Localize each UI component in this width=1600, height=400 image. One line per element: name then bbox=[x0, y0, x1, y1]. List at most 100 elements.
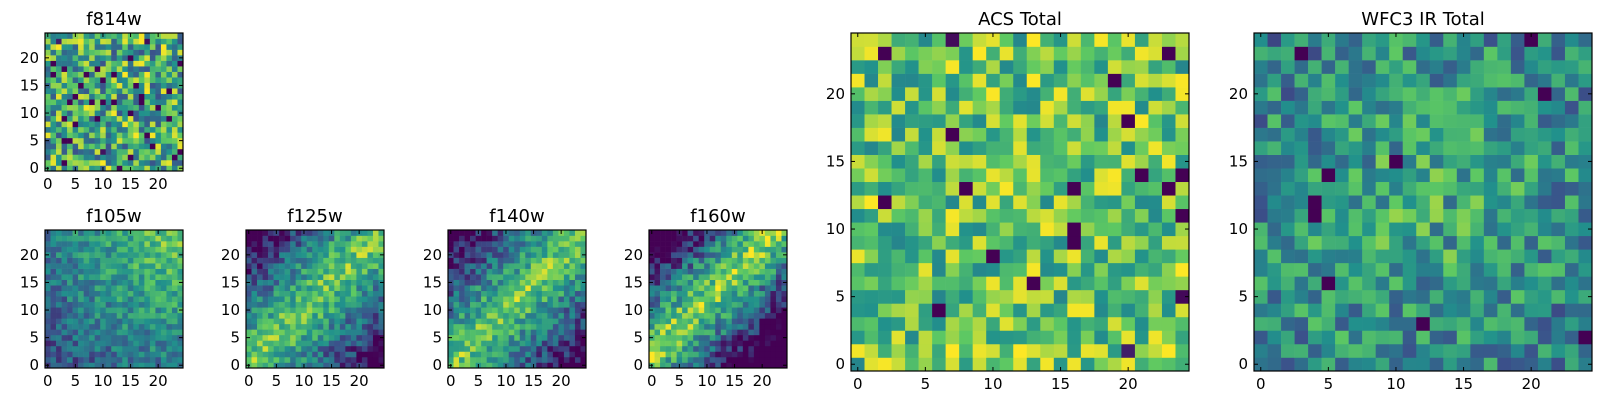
heatmap-cell bbox=[704, 268, 711, 275]
heatmap-cell bbox=[350, 362, 357, 369]
heatmap-cell bbox=[56, 340, 62, 347]
heatmap-cell bbox=[1013, 276, 1028, 291]
heatmap-cell bbox=[1348, 73, 1363, 88]
heatmap-cell bbox=[1175, 33, 1190, 47]
heatmap-cell bbox=[155, 274, 162, 280]
heatmap-cell bbox=[323, 257, 330, 264]
heatmap-cell bbox=[770, 246, 777, 253]
heatmap-cell bbox=[83, 93, 90, 100]
heatmap-cell bbox=[497, 279, 504, 286]
heatmap-cell bbox=[78, 88, 84, 95]
heatmap-cell bbox=[100, 126, 107, 133]
heatmap-cell bbox=[1578, 289, 1593, 304]
heatmap-cell bbox=[530, 345, 537, 352]
heatmap-cell bbox=[945, 127, 960, 142]
heatmap-cell bbox=[1578, 114, 1593, 128]
heatmap-cell bbox=[56, 362, 62, 369]
heatmap-cell bbox=[693, 246, 699, 253]
heatmap-cell bbox=[1321, 357, 1336, 372]
heatmap-cell bbox=[116, 99, 123, 106]
heatmap-cell bbox=[918, 262, 933, 277]
heatmap-cell bbox=[246, 235, 252, 242]
heatmap-cell bbox=[1524, 114, 1539, 128]
heatmap-cell bbox=[262, 345, 269, 352]
heatmap-cell bbox=[753, 279, 760, 286]
heatmap-cell bbox=[781, 318, 788, 325]
heatmap-cell bbox=[138, 307, 145, 314]
heatmap-cell bbox=[720, 230, 727, 236]
heatmap-cell bbox=[1321, 168, 1336, 183]
heatmap-cell bbox=[1578, 127, 1593, 142]
heatmap-cell bbox=[1281, 73, 1295, 88]
heatmap-cell bbox=[67, 49, 73, 56]
heatmap-cell bbox=[328, 285, 335, 292]
heatmap-cell bbox=[704, 263, 711, 269]
heatmap-cell bbox=[1375, 168, 1390, 183]
heatmap-cell bbox=[775, 301, 782, 308]
heatmap-cell bbox=[1040, 249, 1055, 264]
heatmap-cell bbox=[155, 104, 162, 111]
heatmap-cell bbox=[552, 351, 559, 358]
heatmap-cell bbox=[284, 263, 291, 269]
heatmap-cell bbox=[246, 285, 252, 292]
heatmap-cell bbox=[547, 230, 554, 236]
axes-frame bbox=[1253, 32, 1593, 372]
heatmap-cell bbox=[1416, 249, 1431, 264]
heatmap-cell bbox=[127, 66, 134, 72]
heatmap-cell bbox=[257, 323, 263, 330]
heatmap-cell bbox=[295, 274, 302, 280]
heatmap-cell bbox=[492, 263, 498, 269]
heatmap-cell bbox=[1497, 316, 1512, 331]
heatmap-cell bbox=[290, 257, 296, 264]
heatmap-cell bbox=[367, 268, 374, 275]
heatmap-cell bbox=[905, 276, 919, 291]
heatmap-cell bbox=[759, 279, 766, 286]
heatmap-cell bbox=[1080, 289, 1095, 304]
heatmap-cell bbox=[306, 290, 313, 297]
heatmap-cell bbox=[378, 235, 385, 242]
heatmap-cell bbox=[105, 126, 112, 133]
heatmap-cell bbox=[171, 307, 178, 314]
heatmap-cell bbox=[100, 307, 107, 314]
heatmap-cell bbox=[574, 274, 581, 280]
heatmap-cell bbox=[78, 257, 84, 264]
heatmap-cell bbox=[569, 340, 576, 347]
heatmap-cell bbox=[122, 99, 129, 106]
heatmap-cell bbox=[580, 268, 587, 275]
heatmap-cell bbox=[574, 241, 581, 247]
heatmap-cell bbox=[918, 60, 933, 74]
y-tick-label: 20 bbox=[20, 49, 39, 67]
heatmap-cell bbox=[475, 268, 482, 275]
heatmap-cell bbox=[687, 362, 694, 369]
heatmap-cell bbox=[1053, 195, 1068, 210]
heatmap-cell bbox=[731, 246, 738, 253]
heatmap-cell bbox=[1470, 33, 1485, 47]
heatmap-cell bbox=[350, 246, 357, 253]
heatmap-cell bbox=[1053, 154, 1068, 169]
heatmap-cell bbox=[1348, 141, 1363, 155]
heatmap-cell bbox=[160, 246, 167, 253]
heatmap-cell bbox=[1121, 289, 1136, 304]
heatmap-cell bbox=[665, 230, 672, 236]
heatmap-cell bbox=[61, 148, 68, 155]
heatmap-cell bbox=[1483, 249, 1498, 264]
heatmap-cell bbox=[105, 71, 112, 78]
heatmap-cell bbox=[171, 159, 178, 166]
heatmap-cell bbox=[127, 268, 134, 275]
heatmap-cell bbox=[1362, 357, 1376, 372]
heatmap-cell bbox=[144, 274, 151, 280]
heatmap-cell bbox=[339, 290, 346, 297]
heatmap-cell bbox=[1497, 289, 1512, 304]
heatmap-cell bbox=[1375, 181, 1390, 196]
heatmap-cell bbox=[748, 241, 755, 247]
heatmap-cell bbox=[1134, 249, 1149, 264]
heatmap-cell bbox=[78, 285, 84, 292]
heatmap-cell bbox=[1470, 141, 1485, 155]
heatmap-cell bbox=[541, 257, 548, 264]
heatmap-cell bbox=[1026, 316, 1041, 331]
heatmap-cell bbox=[1026, 357, 1041, 372]
heatmap-cell bbox=[1094, 100, 1109, 115]
heatmap-cell bbox=[459, 334, 465, 341]
heatmap-cell bbox=[149, 290, 156, 297]
